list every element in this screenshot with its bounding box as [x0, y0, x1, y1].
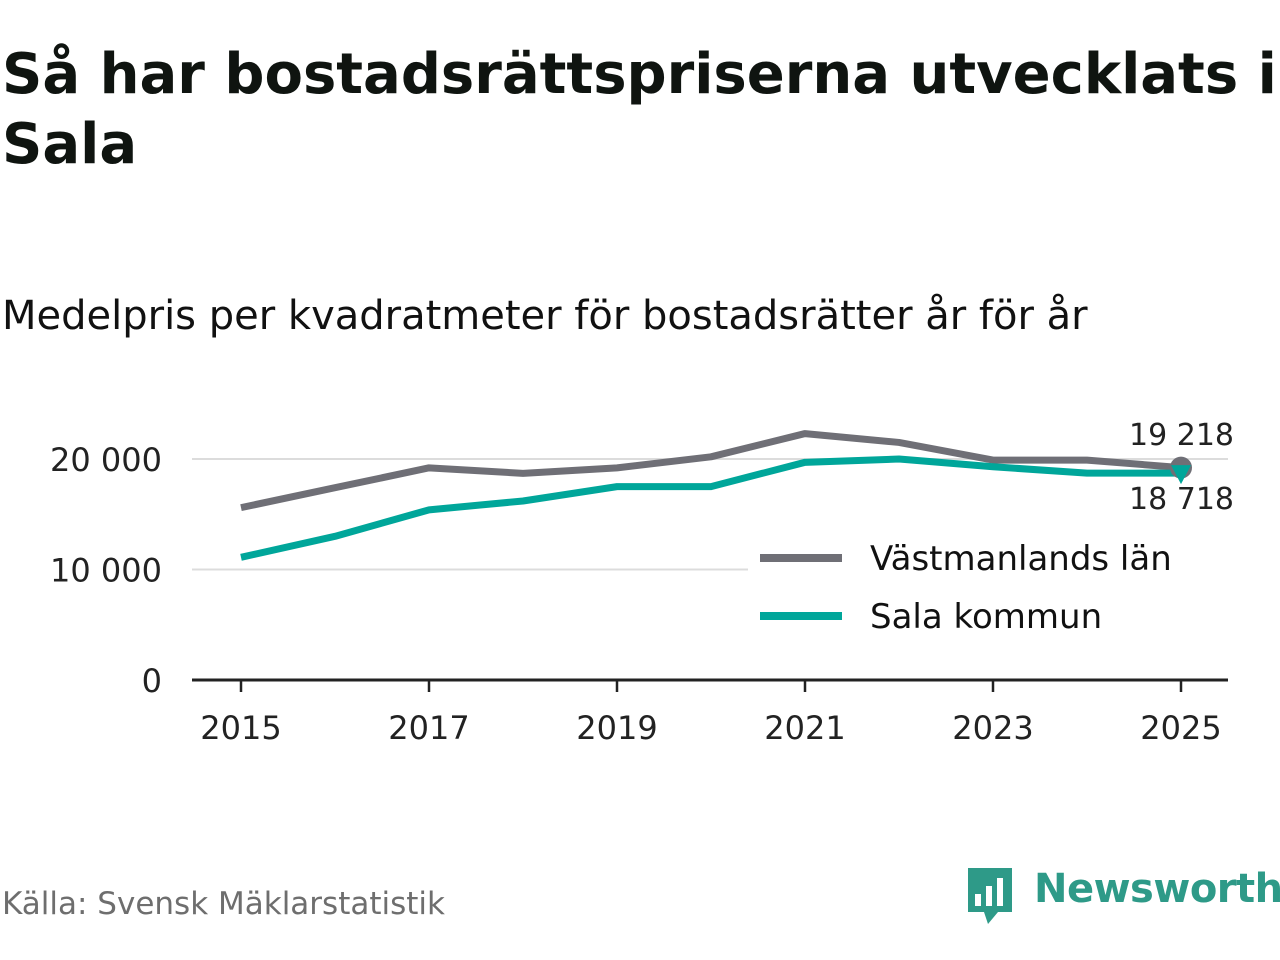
end-label-sala-kommun: 18 718	[1129, 482, 1234, 517]
legend-label: Sala kommun	[870, 597, 1102, 637]
newsworthy-logo-icon	[968, 868, 1012, 924]
end-marker	[1171, 465, 1191, 485]
legend: Västmanlands län Sala kommun	[748, 532, 1228, 652]
series-layer	[240, 430, 1192, 561]
x-tick-label: 2015	[200, 709, 281, 747]
y-tick-label: 10 000	[50, 552, 162, 590]
y-tick-label: 20 000	[50, 441, 162, 479]
line-chart: 0 10 000 20 000 2015 2017 2019 2021 2023 2025 19…	[50, 418, 1234, 747]
x-tick-label: 2025	[1140, 709, 1221, 747]
brand: Newsworthy	[964, 864, 1280, 928]
end-label-vastmanlands-lan: 19 218	[1129, 418, 1234, 453]
brand-name: Newsworthy	[1034, 866, 1280, 912]
y-tick-label: 0	[142, 662, 162, 700]
x-tick-label: 2023	[952, 709, 1033, 747]
label-layer: 19 218 18 718	[1129, 418, 1234, 517]
source-note: Källa: Svensk Mäklarstatistik	[2, 886, 445, 922]
legend-background	[748, 532, 1228, 652]
chart-subtitle: Medelpris per kvadratmeter för bostadsrä…	[2, 293, 1088, 339]
x-tick-label: 2021	[764, 709, 845, 747]
axis-layer: 0 10 000 20 000 2015 2017 2019 2021 2023 2025	[50, 441, 1228, 747]
x-tick-label: 2017	[388, 709, 469, 747]
x-tick-label: 2019	[576, 709, 657, 747]
chart-title: Så har bostadsrättspriserna utvecklats i…	[2, 42, 1277, 177]
legend-label: Västmanlands län	[870, 539, 1172, 579]
